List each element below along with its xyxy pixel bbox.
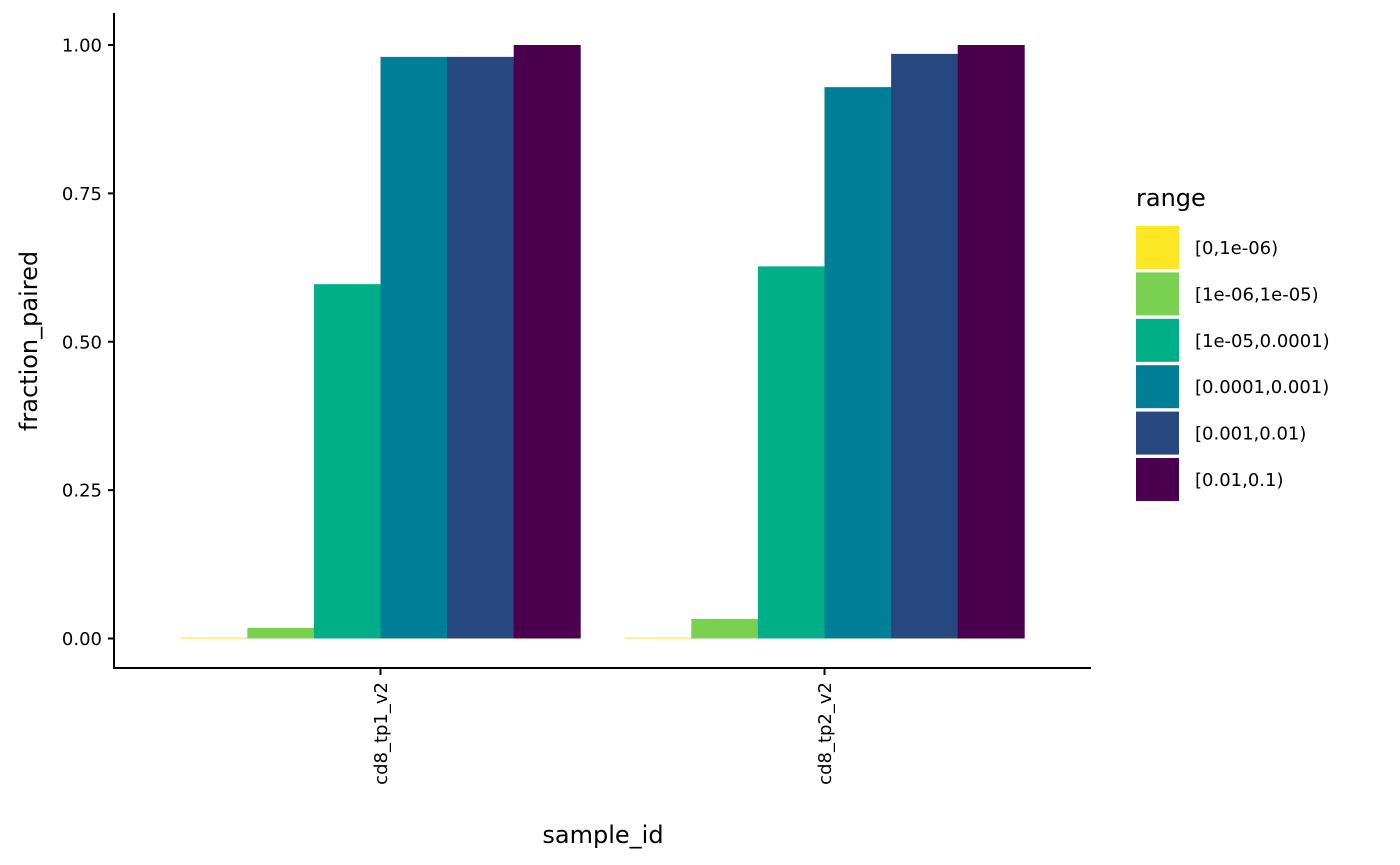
bar-cd8_tp1_v2-0: [180, 637, 248, 639]
bar-cd8_tp2_v2-5: [957, 45, 1025, 639]
bar-cd8_tp1_v2-5: [513, 45, 581, 639]
x-axis-title: sample_id: [542, 821, 663, 849]
x-tick-label: cd8_tp2_v2: [815, 682, 836, 785]
legend-key-4: [1136, 411, 1179, 455]
y-tick-label: 1.00: [62, 36, 102, 57]
y-tick-label: 0.00: [62, 629, 102, 650]
legend-label-4: [0.001,0.01): [1195, 424, 1306, 445]
x-ticks: cd8_tp1_v2 cd8_tp2_v2: [371, 669, 836, 785]
legend-key-3: [1136, 365, 1179, 409]
legend-label-5: [0.01,0.1): [1195, 470, 1283, 491]
legend-label-2: [1e-05,0.0001): [1195, 331, 1330, 352]
bar-cd8_tp2_v2-4: [891, 53, 959, 639]
legend-label-1: [1e-06,1e-05): [1195, 284, 1319, 305]
legend-key-2: [1136, 318, 1179, 362]
legend-label-3: [0.0001,0.001): [1195, 377, 1329, 398]
bar-cd8_tp2_v2-2: [757, 266, 825, 639]
bar-cd8_tp2_v2-0: [624, 637, 692, 639]
bar-cd8_tp2_v2-1: [691, 618, 759, 639]
bar-cd8_tp1_v2-1: [247, 627, 315, 639]
bar-cd8_tp1_v2-4: [447, 56, 515, 639]
legend-label-0: [0,1e-06): [1195, 238, 1278, 259]
legend-key-0: [1136, 226, 1179, 269]
y-tick-label: 0.75: [62, 184, 102, 205]
x-tick-label: cd8_tp1_v2: [371, 682, 392, 785]
legend-key-1: [1136, 272, 1179, 316]
legend-key-5: [1136, 458, 1179, 501]
y-ticks: 0.00 0.25 0.50 0.75 1.00: [62, 36, 114, 650]
bar-cd8_tp1_v2-3: [380, 56, 448, 639]
y-axis-title: fraction_paired: [15, 251, 43, 431]
y-tick-label: 0.25: [62, 481, 102, 502]
bars-layer: [180, 45, 1025, 639]
legend: range [0,1e-06) [1e-06,1e-05) [1e-05,0.000…: [1136, 184, 1330, 501]
bar-cd8_tp2_v2-3: [824, 87, 892, 639]
y-tick-label: 0.50: [62, 332, 102, 353]
legend-title: range: [1136, 184, 1206, 212]
bar-cd8_tp1_v2-2: [313, 284, 381, 639]
